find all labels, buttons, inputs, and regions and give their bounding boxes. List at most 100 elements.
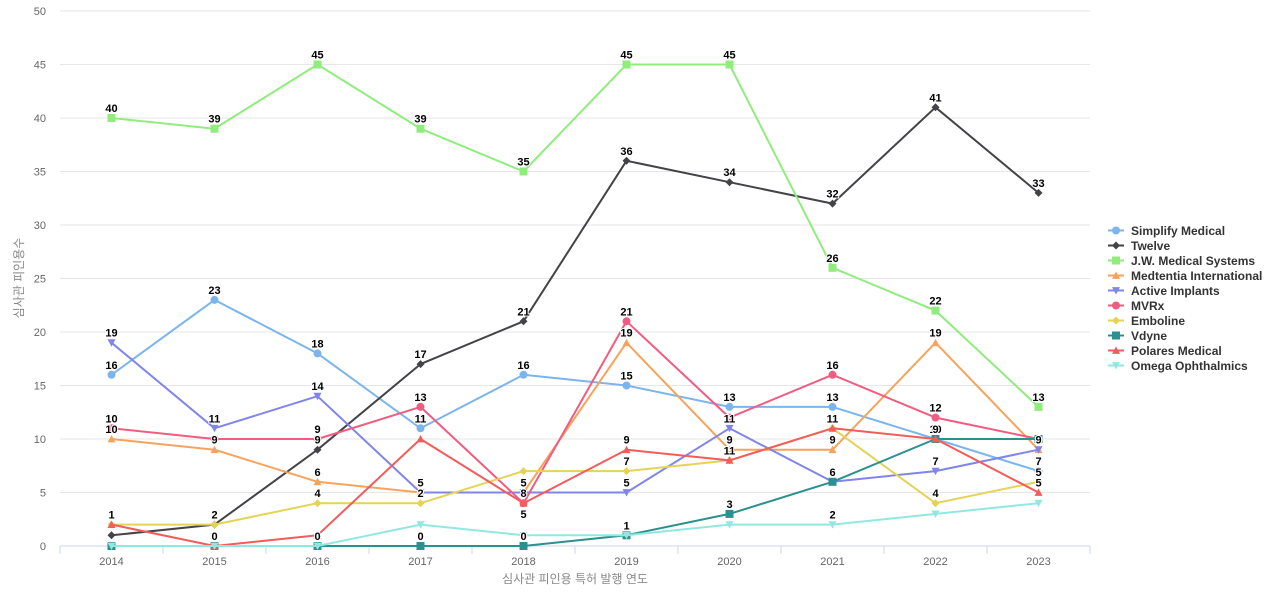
data-label: 6 bbox=[829, 467, 835, 479]
x-tick-label: 2018 bbox=[511, 556, 535, 568]
legend-marker bbox=[1112, 287, 1120, 295]
legend-item[interactable]: Emboline bbox=[1108, 314, 1185, 328]
data-label: 35 bbox=[517, 157, 529, 169]
data-point bbox=[519, 167, 528, 176]
legend-label: J.W. Medical Systems bbox=[1131, 254, 1255, 268]
data-point bbox=[519, 489, 528, 497]
data-point bbox=[725, 456, 734, 464]
data-point bbox=[931, 306, 940, 315]
series-group bbox=[107, 103, 1043, 540]
data-point bbox=[725, 402, 734, 411]
data-label: 16 bbox=[105, 360, 117, 372]
data-point bbox=[519, 531, 528, 540]
data-label: 45 bbox=[723, 50, 735, 62]
data-label: 18 bbox=[311, 338, 323, 350]
data-point bbox=[519, 370, 528, 379]
legend-item[interactable]: Active Implants bbox=[1108, 284, 1220, 298]
data-label: 2 bbox=[211, 510, 217, 522]
data-point bbox=[416, 360, 425, 369]
data-label: 22 bbox=[929, 296, 941, 308]
data-point bbox=[725, 178, 734, 187]
data-point bbox=[210, 124, 219, 133]
data-point bbox=[725, 413, 734, 422]
data-point bbox=[313, 445, 322, 454]
data-label: 6 bbox=[314, 467, 320, 479]
data-point bbox=[828, 263, 837, 272]
data-point bbox=[725, 424, 734, 433]
data-label: 9 bbox=[932, 424, 938, 436]
data-point bbox=[1034, 435, 1043, 443]
y-tick-label: 25 bbox=[34, 274, 46, 286]
data-point bbox=[725, 445, 734, 454]
data-label: 39 bbox=[208, 114, 220, 126]
data-label: 0 bbox=[520, 531, 526, 543]
data-label: 9 bbox=[1035, 435, 1041, 447]
data-label: 12 bbox=[929, 403, 941, 415]
data-label: 16 bbox=[826, 360, 838, 372]
data-point bbox=[828, 370, 837, 379]
data-point bbox=[107, 520, 116, 528]
data-point bbox=[519, 467, 528, 476]
legend-label: Omega Ophthalmics bbox=[1131, 359, 1248, 373]
data-point bbox=[210, 520, 219, 529]
legend-label: Active Implants bbox=[1131, 284, 1220, 298]
legend-item[interactable]: MVRx bbox=[1108, 299, 1165, 313]
data-label: 4 bbox=[932, 488, 939, 500]
data-label: 41 bbox=[929, 92, 941, 104]
data-point bbox=[313, 435, 322, 443]
data-point bbox=[828, 402, 837, 411]
data-point bbox=[519, 317, 528, 326]
x-tick-label: 2015 bbox=[202, 556, 226, 568]
data-point bbox=[725, 521, 734, 529]
data-label: 40 bbox=[105, 103, 117, 115]
data-label: 3 bbox=[726, 499, 732, 511]
x-tick-label: 2023 bbox=[1026, 556, 1050, 568]
data-label: 32 bbox=[826, 189, 838, 201]
legend-label: Vdyne bbox=[1131, 329, 1167, 343]
legend-marker bbox=[1112, 256, 1120, 265]
data-label: 13 bbox=[414, 392, 426, 404]
data-point bbox=[416, 521, 425, 529]
data-point bbox=[725, 509, 734, 518]
data-label: 17 bbox=[414, 349, 426, 361]
data-point bbox=[107, 370, 116, 379]
data-point bbox=[416, 402, 425, 411]
data-label: 11 bbox=[209, 413, 221, 425]
legend-label: Twelve bbox=[1131, 239, 1170, 253]
legend-item[interactable]: J.W. Medical Systems bbox=[1108, 254, 1255, 268]
data-point bbox=[210, 445, 219, 454]
y-tick-label: 10 bbox=[34, 434, 46, 446]
series-group bbox=[107, 60, 1043, 411]
data-label: 13 bbox=[826, 392, 838, 404]
data-label: 23 bbox=[208, 285, 220, 297]
data-label: 34 bbox=[723, 167, 736, 179]
data-point bbox=[622, 338, 631, 347]
series-line bbox=[110, 427, 1040, 547]
data-point bbox=[622, 317, 631, 326]
legend-item[interactable]: Twelve bbox=[1108, 239, 1170, 253]
series-line bbox=[110, 427, 1040, 526]
data-point bbox=[622, 60, 631, 69]
data-label: 8 bbox=[520, 488, 526, 500]
data-label: 7 bbox=[932, 456, 938, 468]
data-label: 4 bbox=[314, 488, 321, 500]
data-point bbox=[931, 413, 940, 422]
legend-label: Medtentia International bbox=[1131, 269, 1262, 283]
data-point bbox=[107, 424, 116, 433]
legend-item[interactable]: Polares Medical bbox=[1108, 344, 1222, 358]
data-point bbox=[622, 381, 631, 390]
legend-label: MVRx bbox=[1131, 299, 1165, 313]
data-label: 11 bbox=[415, 413, 427, 425]
data-point bbox=[107, 435, 116, 443]
legend-item[interactable]: Simplify Medical bbox=[1108, 224, 1225, 238]
y-tick-label: 30 bbox=[34, 220, 46, 232]
legend-item[interactable]: Vdyne bbox=[1108, 329, 1167, 343]
data-label: 0 bbox=[417, 531, 423, 543]
data-point bbox=[313, 477, 322, 486]
data-label: 13 bbox=[1032, 392, 1044, 404]
data-label: 7 bbox=[1035, 456, 1041, 468]
legend-item[interactable]: Medtentia International bbox=[1108, 269, 1262, 283]
legend-item[interactable]: Omega Ophthalmics bbox=[1108, 359, 1248, 373]
